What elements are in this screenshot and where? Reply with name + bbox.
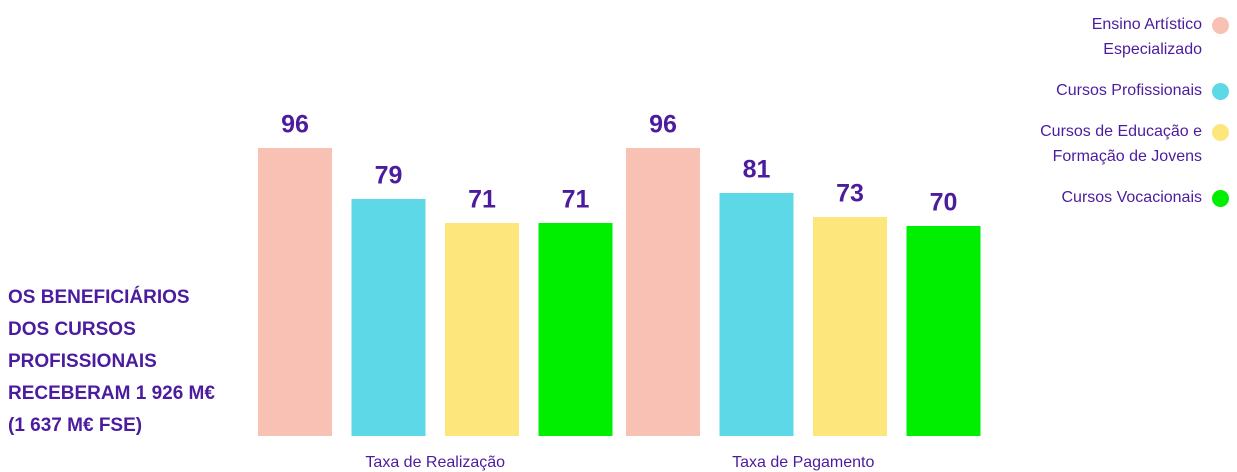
legend-item: Cursos Profissionais <box>989 78 1229 103</box>
legend-label: Ensino Artístico Especializado <box>1091 16 1202 58</box>
bar <box>719 193 794 436</box>
legend-swatch <box>1212 17 1229 34</box>
annotation-line: DOS CURSOS <box>8 319 136 340</box>
value-label: 96 <box>281 111 309 139</box>
value-label: 71 <box>468 186 496 214</box>
legend: Ensino Artístico Especializado Cursos Pro… <box>989 12 1229 226</box>
bar <box>538 223 613 436</box>
bar <box>906 226 981 436</box>
value-label: 79 <box>375 162 403 190</box>
value-label: 70 <box>930 189 958 217</box>
legend-label: Cursos de Educação e Formação de Jovens <box>1040 123 1202 165</box>
legend-label: Cursos Profissionais <box>1056 82 1202 99</box>
annotation-line: (1 637 M€ FSE) <box>8 415 143 436</box>
annotation: OS BENEFICIÁRIOS DOS CURSOS PROFISSIONAIS R… <box>8 282 215 442</box>
bar <box>813 217 887 436</box>
value-label: 81 <box>743 156 771 184</box>
value-label: 71 <box>562 186 590 214</box>
bar <box>351 199 426 436</box>
bar <box>626 148 700 436</box>
bar <box>258 148 332 436</box>
value-label: 96 <box>649 111 677 139</box>
legend-swatch <box>1212 190 1229 207</box>
legend-swatch <box>1212 124 1229 141</box>
annotation-line: RECEBERAM 1 926 M€ <box>8 383 215 404</box>
annotation-line: OS BENEFICIÁRIOS <box>8 287 190 308</box>
x-tick-label: Taxa de Realização <box>365 454 505 471</box>
annotation-line: PROFISSIONAIS <box>8 351 157 372</box>
value-label: 73 <box>836 180 864 208</box>
legend-item: Cursos de Educação e Formação de Jovens <box>989 119 1229 169</box>
legend-item: Cursos Vocacionais <box>989 185 1229 210</box>
x-tick-label: Taxa de Pagamento <box>732 454 874 471</box>
legend-label: Cursos Vocacionais <box>1061 189 1202 206</box>
legend-item: Ensino Artístico Especializado <box>989 12 1229 62</box>
legend-swatch <box>1212 83 1229 100</box>
bar <box>445 223 519 436</box>
